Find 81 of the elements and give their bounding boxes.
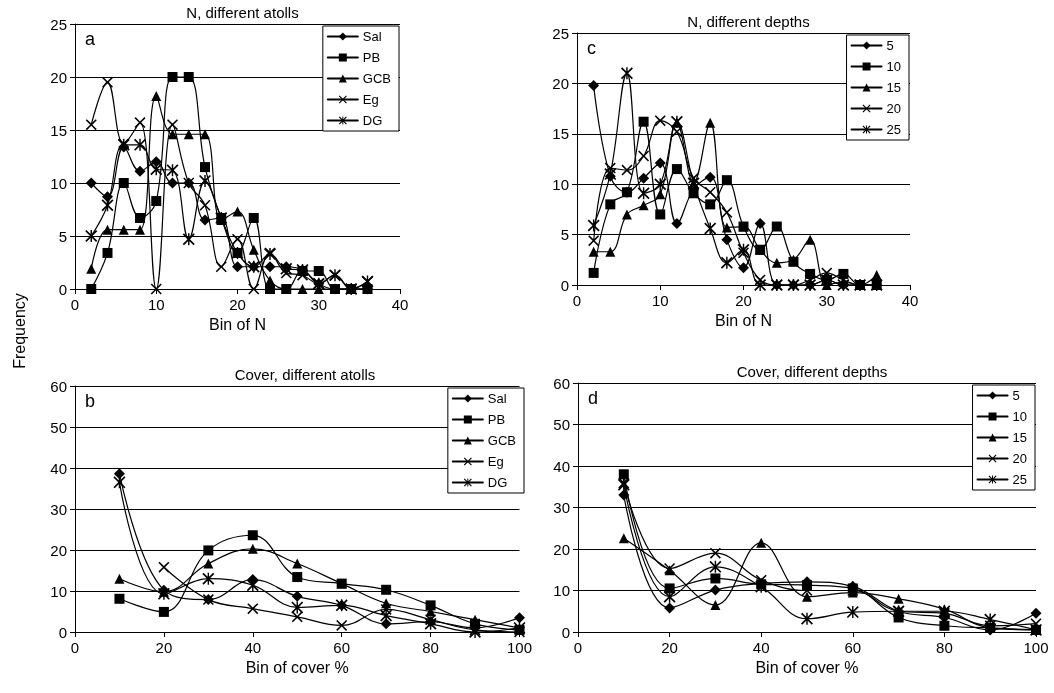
y-tick-label: 5 (560, 226, 569, 244)
x-tick-label: 20 (661, 639, 678, 656)
x-tick-label: 60 (844, 639, 862, 656)
y-tick-label: 15 (552, 125, 569, 143)
y-tick-label: 40 (50, 459, 67, 477)
x-tick-label: 10 (651, 292, 669, 309)
x-tick-label: 0 (572, 292, 582, 309)
y-tick-label: 10 (553, 582, 570, 599)
x-tick-label: 0 (70, 296, 80, 313)
legend-label: 5 (886, 38, 894, 53)
y-tick-label: 20 (50, 541, 67, 559)
legend-label: 10 (1012, 409, 1028, 424)
y-tick-label: 0 (58, 280, 67, 298)
y-tick-label: 30 (553, 499, 570, 516)
legend-label: 10 (886, 59, 902, 74)
x-tick-label: 40 (752, 639, 770, 656)
annotation: d (588, 388, 599, 408)
y-tick-label: 60 (553, 374, 570, 392)
annotation: a (85, 29, 96, 49)
chart-title: N, different depths (687, 13, 810, 30)
x-tick-label: 60 (333, 639, 351, 656)
y-axis-title: Frequency (11, 292, 29, 371)
x-axis-title: Bin of cover % (245, 659, 349, 677)
y-tick-label: 50 (50, 418, 67, 436)
legend-label: PB (487, 412, 506, 427)
y-tick-label: 50 (553, 416, 570, 433)
x-tick-label: 40 (391, 296, 409, 313)
legend-label: 15 (886, 80, 902, 95)
legend-label: Eg (362, 92, 379, 107)
legend-label: GCB (487, 433, 516, 448)
legend-label: Sal (487, 391, 507, 406)
x-tick-label: 30 (818, 292, 836, 309)
x-tick-label: 100 (1023, 639, 1049, 656)
x-tick-label: 100 (506, 639, 532, 656)
y-tick-label: 60 (50, 377, 67, 395)
x-tick-label: 10 (147, 296, 165, 313)
x-tick-label: 20 (155, 639, 173, 656)
x-axis-title: Bin of N (209, 316, 266, 334)
annotation: b (85, 391, 96, 411)
chart-title: Cover, different atolls (234, 366, 376, 383)
legend-label: Eg (487, 454, 504, 469)
y-tick-label: 40 (553, 457, 570, 475)
legend-label: 25 (1012, 472, 1028, 487)
y-tick-label: 25 (50, 15, 67, 33)
legend-label: 20 (886, 101, 902, 116)
x-tick-label: 80 (422, 639, 439, 656)
legend-label: 5 (1012, 388, 1020, 403)
legend-label: Sal (362, 29, 382, 44)
x-tick-label: 40 (901, 292, 919, 309)
x-axis-title: Bin of cover % (755, 659, 859, 677)
legend-label: DG (362, 113, 383, 128)
legend-label: 20 (1012, 451, 1028, 466)
y-tick-label: 15 (50, 121, 67, 139)
x-tick-label: 30 (310, 296, 328, 313)
y-tick-label: 25 (552, 24, 569, 42)
x-tick-label: 40 (244, 639, 262, 656)
y-tick-label: 10 (50, 582, 67, 600)
x-tick-label: 20 (229, 296, 246, 313)
legend-label: 15 (1012, 430, 1028, 445)
chart-title: Cover, different depths (736, 363, 888, 380)
chart-title: N, different atolls (186, 4, 299, 21)
y-tick-label: 10 (552, 175, 569, 193)
y-tick-label: 0 (58, 623, 67, 641)
x-axis-title: Bin of N (715, 312, 772, 330)
y-tick-label: 5 (58, 227, 67, 245)
y-tick-label: 0 (561, 623, 570, 641)
y-tick-label: 20 (553, 540, 570, 558)
legend-label: DG (487, 475, 508, 490)
y-tick-label: 30 (50, 500, 67, 518)
x-tick-label: 20 (735, 292, 752, 309)
y-tick-label: 0 (560, 276, 569, 294)
x-tick-label: 80 (936, 639, 953, 656)
x-tick-label: 0 (573, 639, 583, 656)
legend-label: 25 (886, 122, 902, 137)
y-tick-label: 20 (552, 74, 569, 92)
annotation: c (587, 38, 596, 58)
y-tick-label: 20 (50, 68, 67, 86)
y-tick-label: 10 (50, 174, 67, 192)
legend-label: PB (362, 50, 381, 65)
legend-label: GCB (362, 71, 391, 86)
x-tick-label: 0 (70, 639, 80, 656)
